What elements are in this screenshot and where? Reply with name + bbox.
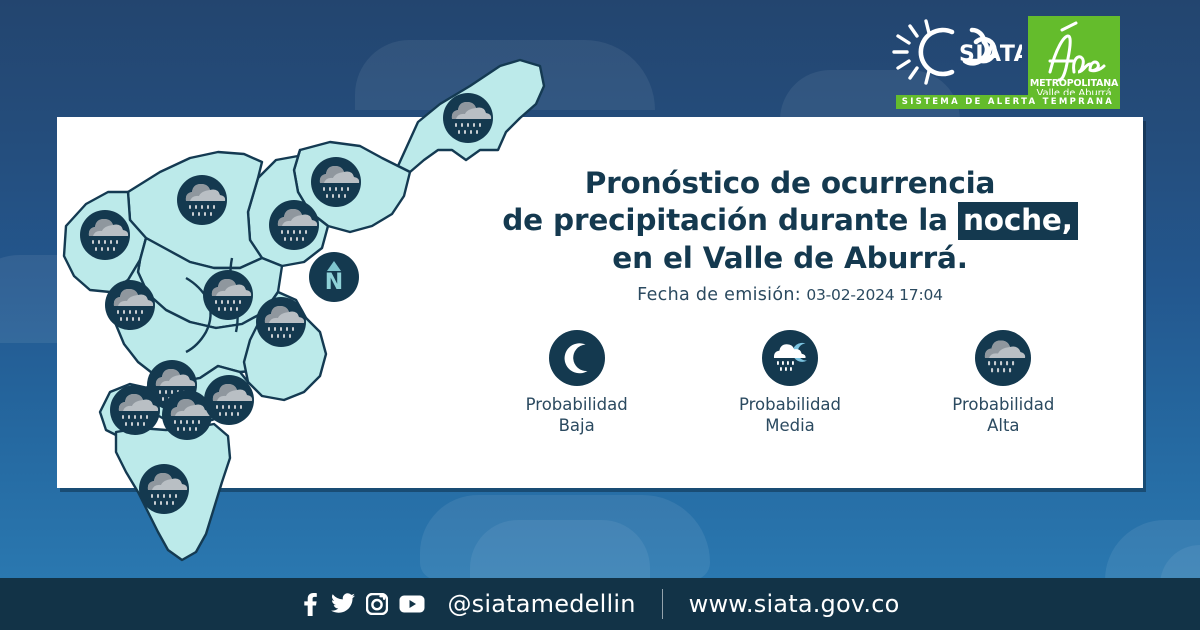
alerta-temprana-tagline: SISTEMA DE ALERTA TEMPRANA <box>896 95 1120 109</box>
legend-label-alta: Probabilidad Alta <box>952 395 1055 436</box>
youtube-icon[interactable] <box>399 594 425 614</box>
headline-highlight: noche, <box>957 202 1078 241</box>
instagram-icon[interactable] <box>366 593 389 615</box>
legend-item-media: Probabilidad Media <box>695 330 885 437</box>
siata-sun-cloud-logo: SIATA <box>892 19 1022 85</box>
headline-line-1: Pronóstico de ocurrencia <box>584 166 996 200</box>
legend-label-baja: Probabilidad Baja <box>525 395 628 436</box>
website-url[interactable]: www.siata.gov.co <box>688 590 900 618</box>
social-links <box>300 592 425 616</box>
area-metropolitana-logo: METROPOLITANA Valle de Aburrá <box>1028 16 1120 100</box>
twitter-icon[interactable] <box>331 593 356 615</box>
emission-date: Fecha de emisión: 03-02-2024 17:04 <box>470 285 1110 305</box>
background-cloud-icon <box>470 520 650 580</box>
emission-label: Fecha de emisión: <box>637 285 801 305</box>
legend-label-media: Probabilidad Media <box>738 395 841 436</box>
logo-group: SIATA METROPOLITANA Valle de Aburrá <box>890 16 1120 100</box>
legend-item-alta: Probabilidad Alta <box>908 330 1098 437</box>
background-cloud-icon <box>355 40 655 110</box>
area-line-1: METROPOLITANA <box>1030 78 1119 89</box>
cloud-moon-rain-icon <box>761 330 818 386</box>
probability-legend: Probabilidad Baja Probabilidad Media <box>470 330 1110 437</box>
page-title: Pronóstico de ocurrencia de precipitació… <box>470 165 1110 277</box>
moon-icon <box>548 330 605 386</box>
headline-line-3: en el Valle de Aburrá. <box>612 240 968 275</box>
siata-wordmark: SIATA <box>959 42 1022 67</box>
headline-line-2: de precipitación durante la noche, <box>470 202 1110 241</box>
emission-value: 03-02-2024 17:04 <box>806 286 943 304</box>
social-handle[interactable]: @siatamedellin <box>447 590 636 618</box>
cloud-heavy-rain-icon <box>975 330 1032 386</box>
background-cloud-icon <box>420 495 710 580</box>
headline-line-2-text: de precipitación durante la <box>502 203 958 238</box>
footer-divider <box>661 589 663 619</box>
footer-bar: @siatamedellin www.siata.gov.co <box>0 578 1200 630</box>
legend-item-baja: Probabilidad Baja <box>482 330 672 437</box>
facebook-icon[interactable] <box>300 592 320 616</box>
